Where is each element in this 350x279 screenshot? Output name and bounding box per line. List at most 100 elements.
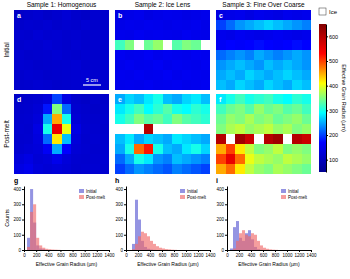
tick-label: 0: [23, 253, 26, 258]
legend-label: Post-melt: [187, 195, 207, 200]
cell: [52, 144, 62, 154]
cell: [172, 80, 182, 90]
cell: [245, 80, 255, 90]
cell: [90, 30, 100, 40]
bar: [308, 250, 311, 251]
cell: [201, 80, 211, 90]
cell: [100, 60, 110, 70]
cell: [43, 124, 53, 134]
tick-label: 0: [18, 248, 21, 253]
cell: [163, 154, 173, 164]
cell: [254, 114, 264, 124]
cell: [182, 60, 192, 70]
bar: [82, 250, 85, 251]
tick-label: 400: [45, 253, 53, 258]
cell: [292, 94, 302, 104]
x-axis-title: Effective Grain Radius (µm): [137, 261, 199, 267]
tick-label: 600: [329, 34, 338, 40]
bar: [94, 250, 97, 251]
x-axis: 0200400600800100012001400: [226, 250, 317, 258]
tick-mark: [225, 220, 227, 221]
scale-bar: [83, 84, 101, 85]
cell: [283, 154, 293, 164]
cell: [273, 80, 283, 90]
bar: [33, 204, 36, 250]
tick: 0: [23, 250, 26, 258]
tick-label: 800: [69, 253, 77, 258]
cell: [24, 40, 34, 50]
cell: [115, 80, 125, 90]
bar: [248, 230, 251, 250]
cell: [153, 30, 163, 40]
cell: [235, 20, 245, 30]
cell: [125, 154, 135, 164]
bar: [159, 248, 162, 250]
cell: [100, 134, 110, 144]
cell: [134, 114, 144, 124]
cell: [14, 134, 24, 144]
tick-label: 0: [226, 253, 229, 258]
tick-mark: [124, 204, 126, 205]
cell: [264, 154, 274, 164]
cell: [201, 164, 211, 174]
cell: [144, 104, 154, 114]
cell: [62, 124, 72, 134]
cell: [245, 20, 255, 30]
cell: [14, 114, 24, 124]
cell: [264, 10, 274, 20]
cell: [226, 20, 236, 30]
tick: 400: [216, 187, 227, 192]
heatmap-cells: [115, 94, 210, 174]
cell: [216, 20, 226, 30]
cell: [283, 40, 293, 50]
bar: [239, 233, 242, 250]
cell: [125, 94, 135, 104]
cell: [245, 94, 255, 104]
cell: [226, 80, 236, 90]
cell: [71, 30, 81, 40]
cell: [283, 104, 293, 114]
bar: [287, 250, 290, 251]
bar: [88, 250, 91, 251]
tick: 0: [125, 250, 128, 258]
tick-mark: [251, 250, 252, 252]
cell: [182, 124, 192, 134]
cell: [144, 114, 154, 124]
tick-label: 1000: [80, 253, 91, 258]
bar: [245, 233, 248, 250]
cell: [24, 30, 34, 40]
bar: [305, 250, 308, 251]
cell: [245, 114, 255, 124]
tick-label: 200: [236, 253, 244, 258]
cell: [153, 114, 163, 124]
cell: [71, 40, 81, 50]
tick-mark: [311, 250, 312, 252]
tick: 1000: [282, 250, 293, 258]
bar: [201, 250, 204, 251]
bar: [233, 227, 236, 250]
cell: [302, 144, 312, 154]
cell: [216, 10, 226, 20]
bar: [156, 246, 159, 250]
tick: 0: [18, 248, 24, 253]
cell: [33, 30, 43, 40]
cell: [254, 124, 264, 134]
row-label: Initial: [3, 42, 10, 58]
cell: [81, 94, 91, 104]
cell: [43, 164, 53, 174]
heatmap-panel: bSample 2: Ice Lens: [115, 1, 210, 90]
cell: [144, 10, 154, 20]
axis-line: [126, 187, 127, 251]
bar: [60, 250, 63, 251]
cell: [191, 10, 201, 20]
bar: [230, 250, 233, 251]
cell: [273, 144, 283, 154]
cell: [24, 104, 34, 114]
cell: [115, 10, 125, 20]
cell: [264, 50, 274, 60]
bar: [76, 250, 79, 251]
bar: [106, 250, 109, 251]
bar: [281, 250, 284, 251]
bar: [284, 250, 287, 251]
cell: [100, 114, 110, 124]
